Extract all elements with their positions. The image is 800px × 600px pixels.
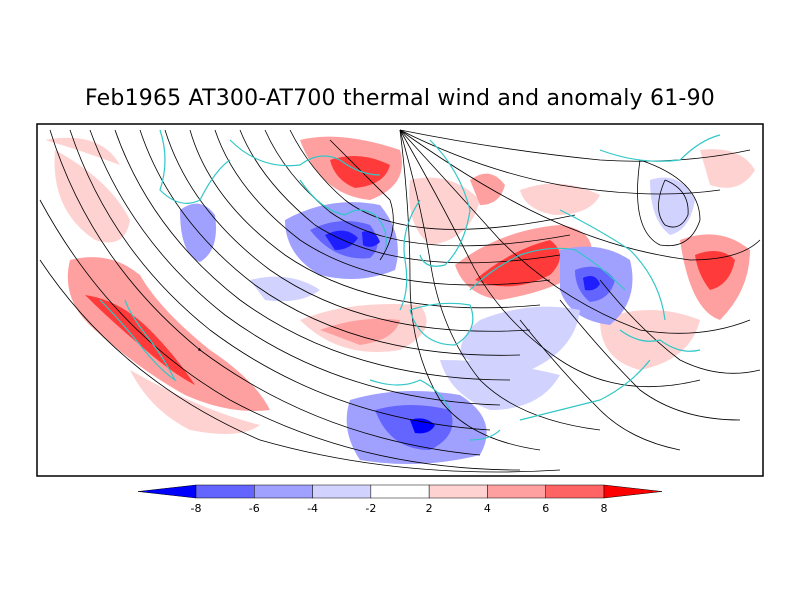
colorbar-segment [312, 484, 372, 499]
colorbar-tick-label: 8 [601, 502, 608, 515]
map-title: Feb1965 AT300-AT700 thermal wind and ano… [85, 86, 715, 111]
colorbar-segment [487, 484, 546, 499]
colorbar-segment [370, 484, 430, 499]
colorbar-tick-label: -2 [365, 502, 376, 515]
colorbar-segment [428, 484, 488, 499]
map-frame [36, 123, 764, 477]
colorbar-tick-label: -4 [307, 502, 318, 515]
coastlines [99, 129, 721, 441]
colorbar-tick-label: 2 [426, 502, 433, 515]
colorbar-tick-label: 4 [484, 502, 491, 515]
colorbar-segment [195, 484, 255, 499]
colorbar-tick-label: -6 [249, 502, 260, 515]
colorbar-tick-label: -8 [191, 502, 202, 515]
thermal-wind-streamlines [39, 129, 761, 473]
colorbar-segment [603, 484, 663, 499]
anomaly-shading [45, 136, 755, 464]
colorbar-tick-label: 6 [542, 502, 549, 515]
colorbar-segment [545, 484, 605, 499]
colorbar-segment [137, 484, 197, 499]
colorbar-segment [254, 484, 313, 499]
